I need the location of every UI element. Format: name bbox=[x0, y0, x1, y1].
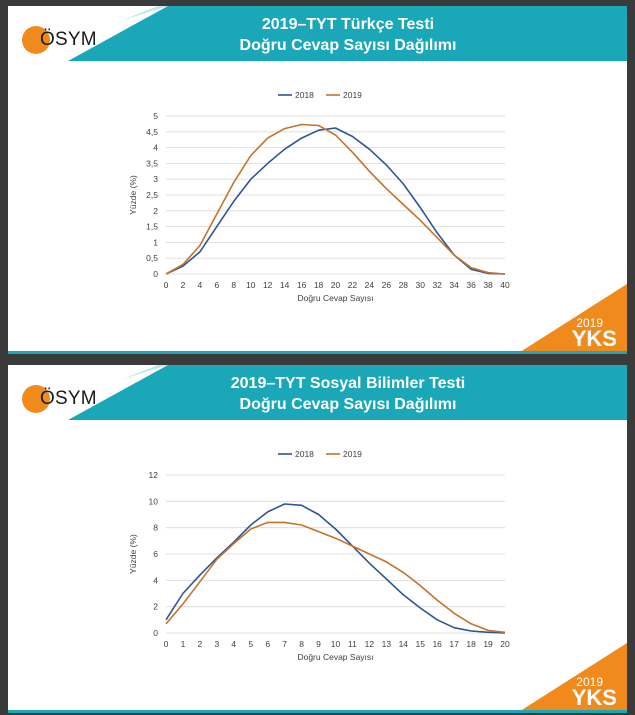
x-tick-label: 22 bbox=[348, 280, 358, 290]
title-line-1: 2019–TYT Sosyal Bilimler Testi bbox=[230, 375, 466, 392]
legend-label-2018: 2018 bbox=[295, 449, 314, 459]
series-line-2018 bbox=[165, 503, 506, 634]
series-line-2019 bbox=[165, 521, 506, 634]
y-tick-label: 0 bbox=[153, 269, 158, 279]
logo-text: ÖSYM bbox=[40, 29, 97, 50]
bottom-rule bbox=[8, 351, 627, 354]
badge-year: 2019 bbox=[576, 675, 603, 689]
logo-text: ÖSYM bbox=[40, 388, 97, 409]
x-tick-label: 10 bbox=[246, 280, 256, 290]
y-tick-label: 3 bbox=[153, 174, 158, 184]
x-tick-label: 17 bbox=[449, 639, 459, 649]
x-tick-label: 18 bbox=[314, 280, 324, 290]
y-tick-label: 5 bbox=[153, 111, 158, 121]
x-tick-label: 13 bbox=[382, 639, 392, 649]
slide-title: 2019–TYT Türkçe Testi Doğru Cevap Sayısı… bbox=[183, 14, 513, 56]
x-axis-label: Doğru Cevap Sayısı bbox=[297, 293, 373, 303]
y-tick-label: 12 bbox=[149, 470, 159, 480]
x-tick-label: 12 bbox=[365, 639, 375, 649]
line-chart-turkce: 00,511,522,533,544,550 2 4 6 8 10 12 14 16 18 20 22… bbox=[128, 90, 510, 303]
legend-label-2019: 2019 bbox=[343, 449, 362, 459]
osym-logo: ÖSYM bbox=[22, 20, 142, 60]
x-tick-label: 9 bbox=[316, 639, 321, 649]
x-tick-label: 26 bbox=[382, 280, 392, 290]
badge-year: 2019 bbox=[576, 316, 603, 330]
y-tick-label: 2 bbox=[153, 602, 158, 612]
y-tick-label: 4 bbox=[153, 143, 158, 153]
legend-label-2019: 2019 bbox=[343, 90, 362, 100]
x-tick-label: 2 bbox=[181, 280, 186, 290]
y-tick-label: 1,5 bbox=[146, 222, 158, 232]
x-tick-label: 40 bbox=[500, 280, 510, 290]
series-line-2018 bbox=[165, 127, 506, 275]
x-tick-label: 16 bbox=[432, 639, 442, 649]
y-tick-label: 1 bbox=[153, 237, 158, 247]
title-line-2: Doğru Cevap Sayısı Dağılımı bbox=[239, 37, 457, 54]
osym-logo: ÖSYM bbox=[22, 379, 142, 419]
x-tick-label: 8 bbox=[299, 639, 304, 649]
x-tick-label: 36 bbox=[466, 280, 476, 290]
x-tick-label: 7 bbox=[282, 639, 287, 649]
y-tick-label: 0 bbox=[153, 628, 158, 638]
title-line-1: 2019–TYT Türkçe Testi bbox=[261, 16, 435, 33]
x-tick-label: 20 bbox=[500, 639, 510, 649]
x-tick-label: 0 bbox=[164, 280, 169, 290]
x-tick-label: 6 bbox=[214, 280, 219, 290]
series-line-2019 bbox=[165, 123, 506, 275]
x-tick-label: 16 bbox=[297, 280, 307, 290]
x-tick-label: 20 bbox=[331, 280, 341, 290]
slide-title: 2019–TYT Sosyal Bilimler Testi Doğru Cev… bbox=[183, 373, 513, 415]
x-tick-label: 28 bbox=[399, 280, 409, 290]
x-tick-label: 1 bbox=[181, 639, 186, 649]
x-tick-label: 2 bbox=[198, 639, 203, 649]
y-tick-label: 2,5 bbox=[146, 190, 158, 200]
x-tick-label: 38 bbox=[483, 280, 493, 290]
y-axis-label: Yüzde (%) bbox=[128, 175, 138, 215]
yks-corner-badge bbox=[517, 643, 627, 713]
x-tick-label: 14 bbox=[280, 280, 290, 290]
badge-label: YKS bbox=[571, 326, 617, 351]
y-tick-label: 10 bbox=[149, 496, 159, 506]
x-tick-label: 4 bbox=[198, 280, 203, 290]
y-tick-label: 2 bbox=[153, 206, 158, 216]
slide-sosyal-bilimler: ÖSYM 2019–TYT Sosyal Bilimler Testi Doğr… bbox=[8, 365, 627, 713]
title-line-2: Doğru Cevap Sayısı Dağılımı bbox=[239, 396, 457, 413]
x-tick-label: 3 bbox=[214, 639, 219, 649]
x-tick-label: 0 bbox=[164, 639, 169, 649]
logo-circle-icon bbox=[22, 385, 50, 413]
x-tick-label: 11 bbox=[348, 639, 357, 649]
x-tick-label: 14 bbox=[399, 639, 409, 649]
slide-turkce: ÖSYM 2019–TYT Türkçe Testi Doğru Cevap S… bbox=[8, 6, 627, 354]
x-tick-label: 5 bbox=[248, 639, 253, 649]
x-tick-label: 15 bbox=[416, 639, 426, 649]
yks-corner-badge bbox=[517, 284, 627, 354]
y-axis-label: Yüzde (%) bbox=[128, 534, 138, 574]
x-tick-label: 10 bbox=[331, 639, 341, 649]
y-tick-label: 4 bbox=[153, 575, 158, 585]
logo-circle-icon bbox=[22, 26, 50, 54]
legend-label-2018: 2018 bbox=[295, 90, 314, 100]
x-tick-label: 32 bbox=[432, 280, 442, 290]
x-tick-label: 6 bbox=[265, 639, 270, 649]
x-tick-label: 30 bbox=[416, 280, 426, 290]
y-tick-label: 4,5 bbox=[146, 127, 158, 137]
header-band bbox=[8, 365, 627, 425]
y-tick-label: 0,5 bbox=[146, 253, 158, 263]
x-tick-label: 18 bbox=[466, 639, 476, 649]
x-tick-label: 12 bbox=[263, 280, 273, 290]
badge-label: YKS bbox=[571, 685, 617, 710]
x-tick-label: 34 bbox=[449, 280, 459, 290]
x-tick-label: 4 bbox=[231, 639, 236, 649]
x-tick-label: 24 bbox=[365, 280, 375, 290]
y-tick-label: 6 bbox=[153, 549, 158, 559]
x-axis-label: Doğru Cevap Sayısı bbox=[297, 652, 373, 662]
x-tick-label: 19 bbox=[483, 639, 493, 649]
x-tick-label: 8 bbox=[231, 280, 236, 290]
bottom-rule bbox=[8, 710, 627, 713]
y-tick-label: 8 bbox=[153, 523, 158, 533]
y-tick-label: 3,5 bbox=[146, 158, 158, 168]
